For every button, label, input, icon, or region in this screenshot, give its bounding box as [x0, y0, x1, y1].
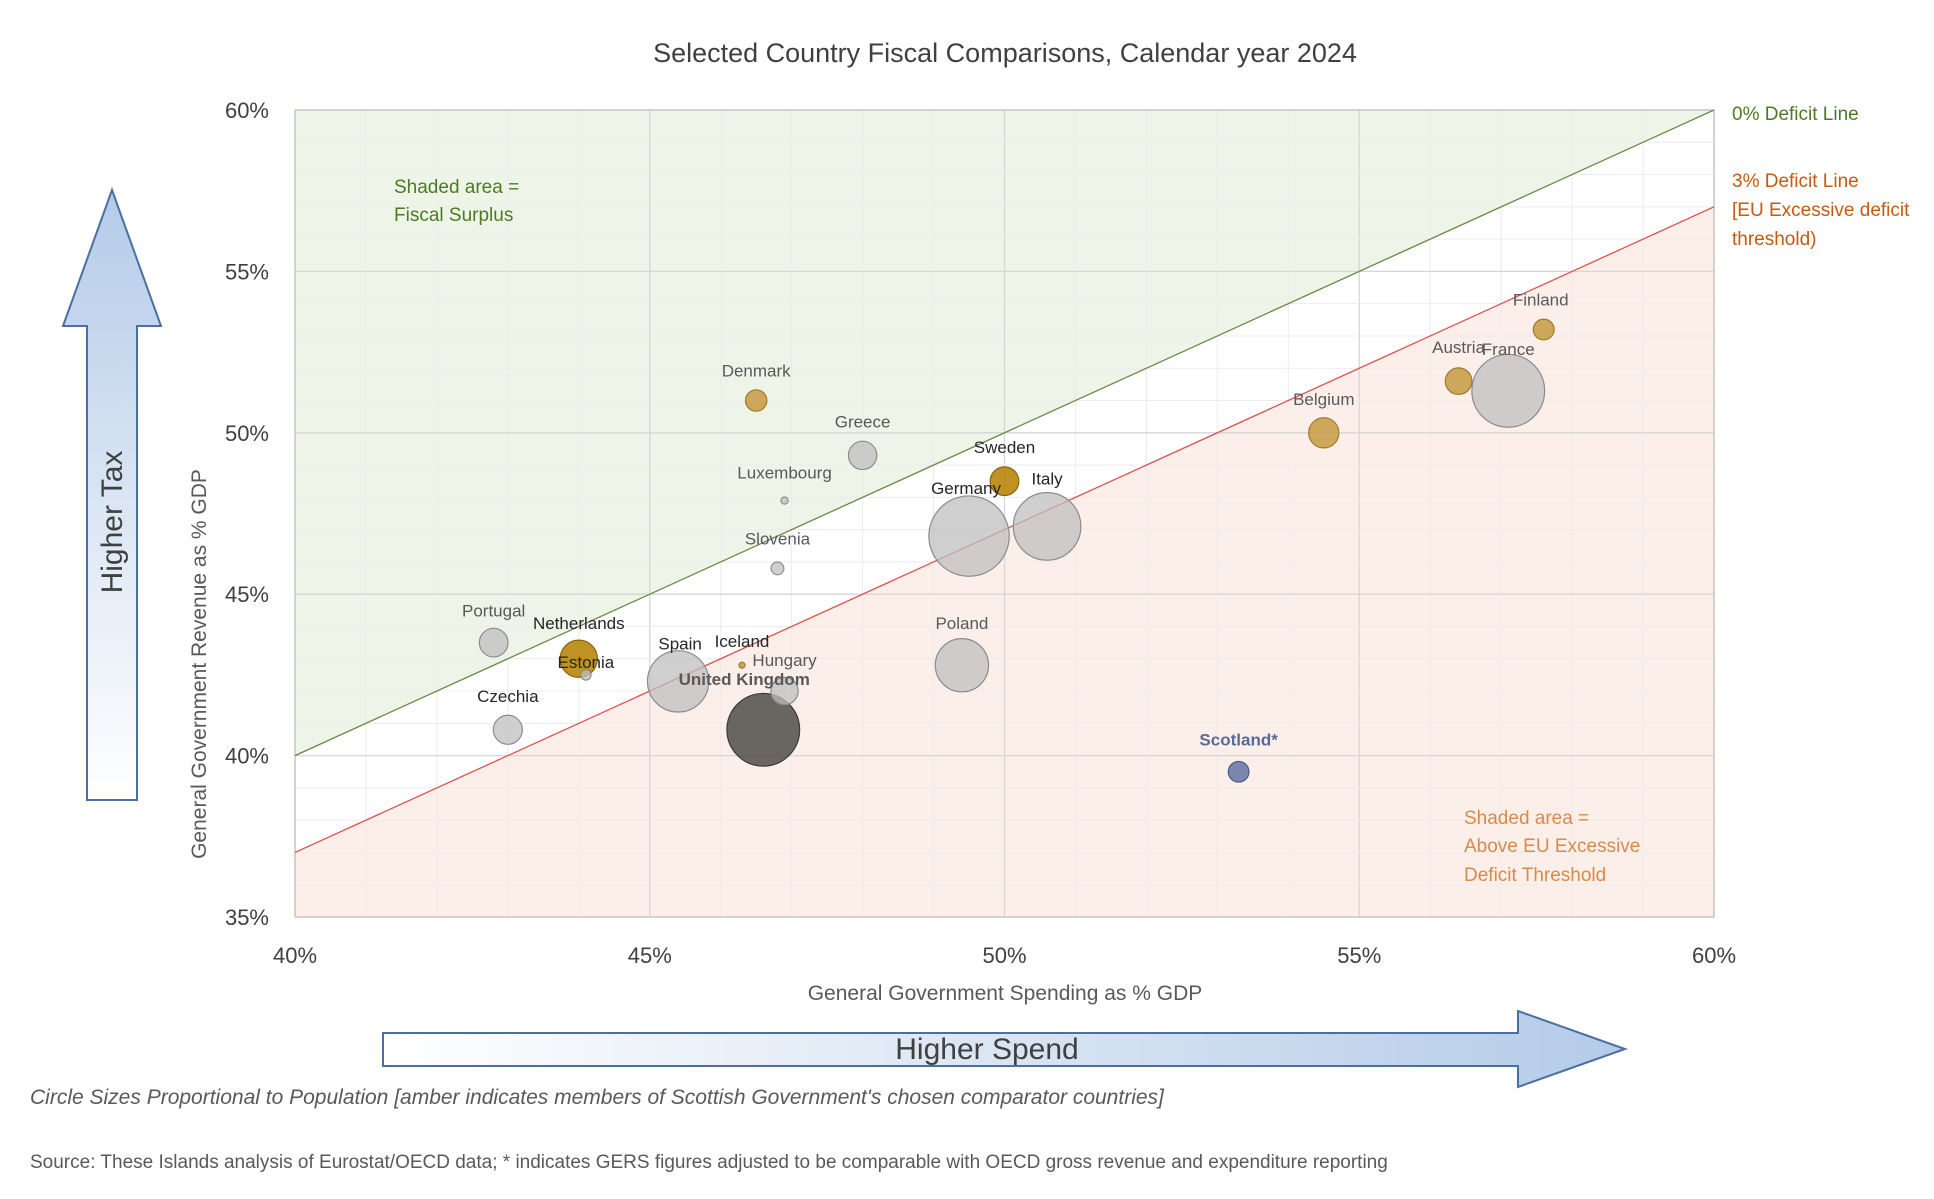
bubble-label-belgium: Belgium: [1293, 390, 1354, 409]
three-deficit-line-note-1: [EU Excessive deficit: [1732, 200, 1910, 221]
higher-spend-arrow: Higher Spend: [382, 1009, 1628, 1089]
x-tick-label: 55%: [1337, 943, 1381, 968]
bubble-portugal[interactable]: [478, 627, 509, 658]
bubble-finland[interactable]: [1532, 318, 1555, 341]
gridlines-layer: [294, 109, 1715, 918]
bubble-czechia[interactable]: [492, 714, 523, 745]
bubble-label-scotland: Scotland*: [1199, 731, 1278, 750]
bubble-label-luxembourg: Luxembourg: [737, 464, 832, 483]
deficit-area-note-2: Above EU Excessive: [1464, 836, 1640, 857]
bubble-belgium[interactable]: [1308, 417, 1340, 449]
bubble-austria[interactable]: [1444, 367, 1473, 396]
y-tick-label: 50%: [225, 421, 269, 446]
bubble-label-hungary: Hungary: [752, 651, 817, 670]
y-tick-label: 45%: [225, 582, 269, 607]
y-axis-ticks: 35% 40% 45% 50% 55% 60%: [225, 98, 269, 930]
bubble-netherlands[interactable]: [559, 639, 599, 678]
bubble-label-czechia: Czechia: [477, 687, 539, 706]
bubble-label-france: France: [1482, 340, 1535, 359]
x-tick-label: 45%: [628, 943, 672, 968]
zero-deficit-line: [294, 109, 1715, 757]
bubble-estonia[interactable]: [580, 669, 592, 681]
bubble-united-kingdom[interactable]: [726, 692, 801, 767]
x-tick-label: 40%: [273, 943, 317, 968]
bubble-scotland[interactable]: [1227, 760, 1250, 783]
bubble-label-iceland: Iceland: [715, 632, 770, 651]
bubble-germany[interactable]: [928, 495, 1010, 577]
bubble-label-italy: Italy: [1031, 469, 1063, 488]
bubble-label-finland: Finland: [1513, 291, 1569, 310]
bubble-hungary[interactable]: [770, 676, 799, 706]
deficit-area-note-3: Deficit Threshold: [1464, 865, 1606, 886]
surplus-area-note-1: Shaded area =: [394, 177, 519, 198]
zero-deficit-line-label: 0% Deficit Line: [1732, 104, 1859, 125]
plot-border: [294, 109, 1715, 918]
deficit-area-note-1: Shaded area =: [1464, 808, 1589, 829]
higher-tax-arrow: Higher Tax: [61, 187, 163, 801]
bubble-label-united-kingdom: United Kingdom: [679, 670, 810, 689]
x-tick-label: 50%: [982, 943, 1026, 968]
bubble-label-netherlands: Netherlands: [533, 614, 625, 633]
y-tick-label: 35%: [225, 905, 269, 930]
bubble-italy[interactable]: [1012, 492, 1082, 561]
x-axis-label: General Government Spending as % GDP: [808, 982, 1203, 1005]
bubble-denmark[interactable]: [744, 389, 768, 412]
bubble-slovenia[interactable]: [770, 561, 785, 576]
x-tick-label: 60%: [1692, 943, 1736, 968]
three-deficit-line-note-2: threshold): [1732, 229, 1817, 250]
higher-tax-arrow-shape: [61, 187, 163, 801]
chart-title: Selected Country Fiscal Comparisons, Cal…: [653, 38, 1357, 68]
bubbles-layer: [478, 318, 1555, 783]
y-tick-label: 55%: [225, 259, 269, 284]
higher-spend-arrow-shape: [382, 1009, 1628, 1089]
bubble-label-portugal: Portugal: [462, 602, 525, 621]
bubble-label-germany: Germany: [931, 479, 1001, 498]
y-tick-label: 40%: [225, 744, 269, 769]
bubble-label-estonia: Estonia: [558, 653, 615, 672]
higher-tax-label: Higher Tax: [96, 451, 129, 594]
three-deficit-line-label: 3% Deficit Line: [1732, 171, 1859, 192]
bubble-iceland[interactable]: [738, 661, 746, 669]
bubble-label-spain: Spain: [658, 634, 701, 653]
bubble-label-greece: Greece: [835, 412, 891, 431]
bubble-label-austria: Austria: [1432, 338, 1485, 357]
y-tick-label: 60%: [225, 98, 269, 123]
x-axis-ticks: 40% 45% 50% 55% 60%: [273, 943, 1736, 968]
footnote: Circle Sizes Proportional to Population …: [30, 1086, 1165, 1109]
bubble-label-slovenia: Slovenia: [745, 529, 811, 548]
surplus-area-note-2: Fiscal Surplus: [394, 205, 513, 226]
bubble-greece[interactable]: [847, 440, 878, 471]
y-axis-label: General Government Revenue as % GDP: [188, 469, 211, 859]
bubble-label-sweden: Sweden: [974, 438, 1035, 457]
higher-spend-label: Higher Spend: [895, 1033, 1078, 1066]
bubble-label-denmark: Denmark: [722, 362, 791, 381]
bubble-luxembourg[interactable]: [780, 496, 789, 505]
bubble-label-poland: Poland: [935, 614, 988, 633]
bubble-spain[interactable]: [646, 650, 710, 713]
bubble-poland[interactable]: [934, 637, 990, 693]
source-note: Source: These Islands analysis of Eurost…: [30, 1152, 1388, 1173]
bubble-sweden[interactable]: [989, 466, 1020, 497]
bubble-france[interactable]: [1471, 353, 1546, 428]
